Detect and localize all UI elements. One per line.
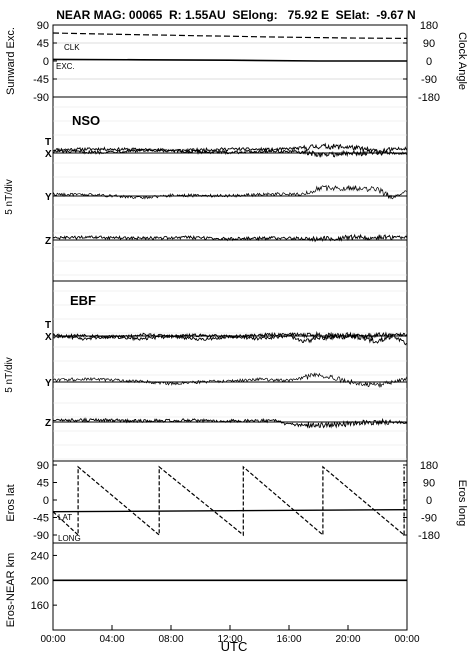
figure-title: NEAR MAG: 00065 R: 1.55AU SElong: 75.92 … [56, 8, 415, 22]
eros-long-axis-label: Eros long [456, 480, 468, 526]
exc-series-label: EXC. [56, 62, 75, 71]
clock-angle-tick-label: 90 [423, 38, 435, 50]
distance-tick-label: 240 [31, 550, 49, 562]
panel-eros-near-distance: 240 200 160 Eros-NEAR km [5, 542, 408, 631]
x-tick-label: 00:00 [40, 634, 65, 645]
long-series-line [52, 465, 405, 537]
panel-frame [52, 280, 408, 462]
x-tick-label: 00:00 [394, 634, 419, 645]
lat-series-label: LAT [58, 513, 72, 522]
clock-angle-tick-label: -90 [421, 74, 437, 86]
eros-lat-axis-label: Eros lat [5, 484, 17, 521]
nso-z-label: Z [45, 236, 51, 247]
sunward-exc-tick-label: 90 [37, 20, 49, 32]
panel-nso: TX Y Z NSO 5 nT/div [4, 96, 408, 282]
nso-z-trace [52, 233, 408, 243]
panel-sunward-clock: 90 45 0 -45 -90 180 90 0 -90 -180 CLK EXC. Sunwa… [5, 20, 468, 104]
sunward-exc-tick-label: 45 [37, 38, 49, 50]
eros-lat-tick-label: -90 [33, 530, 49, 542]
nso-t-trace [52, 142, 408, 155]
panel-ebf: TX Y Z EBF 5 nT/div [4, 280, 408, 462]
x-tick-label: 16:00 [276, 634, 301, 645]
distance-tick-label: 200 [31, 575, 49, 587]
panel-eros-position: 90 45 0 -45 -90 180 90 0 -90 -180 LAT LONG Eros … [5, 460, 468, 544]
clk-series-line [52, 32, 408, 39]
nso-x-label: X [45, 149, 52, 160]
eros-near-axis-label: Eros-NEAR km [5, 553, 17, 628]
x-tick-label: 08:00 [158, 634, 183, 645]
nso-t-label: T [45, 137, 51, 148]
nso-y-trace [52, 184, 408, 200]
clock-angle-axis-label: Clock Angle [456, 32, 468, 90]
long-series-label: LONG [58, 534, 81, 543]
clock-angle-tick-label: 0 [426, 56, 432, 68]
nso-ylabel: 5 nT/div [4, 179, 15, 215]
x-axis-label: UTC [221, 639, 248, 654]
lat-series-line [52, 509, 408, 513]
ebf-y-trace [52, 372, 408, 389]
nso-y-label: Y [45, 192, 52, 203]
ebf-ylabel: 5 nT/div [4, 357, 15, 393]
panel-frame [52, 96, 408, 282]
ebf-t-label: T [45, 320, 51, 331]
eros-long-tick-label: 0 [426, 495, 432, 507]
eros-long-tick-label: -90 [421, 513, 437, 525]
ebf-x-trace [52, 331, 408, 346]
ebf-y-label: Y [45, 378, 52, 389]
eros-lat-tick-label: 45 [37, 478, 49, 490]
clock-angle-tick-label: 180 [420, 20, 438, 32]
distance-tick-label: 160 [31, 600, 49, 612]
eros-lat-tick-label: -45 [33, 513, 49, 525]
sunward-exc-tick-label: -45 [33, 74, 49, 86]
sunward-exc-axis-label: Sunward Exc. [5, 27, 17, 95]
clk-series-label: CLK [64, 43, 80, 52]
eros-long-tick-label: 90 [423, 478, 435, 490]
x-axis: 00:00 04:00 08:00 12:00 16:00 20:00 00:00 [40, 625, 420, 645]
eros-long-tick-label: -180 [418, 530, 440, 542]
ebf-x-label: X [45, 332, 52, 343]
ebf-z-label: Z [45, 418, 51, 429]
x-tick-label: 12:00 [217, 634, 242, 645]
x-tick-label: 20:00 [335, 634, 360, 645]
nso-x-trace [52, 148, 408, 158]
ebf-z-trace [52, 417, 408, 429]
eros-lat-tick-label: 0 [43, 495, 49, 507]
panel-frame [52, 460, 408, 544]
x-tick-label: 04:00 [99, 634, 124, 645]
ebf-panel-label: EBF [70, 293, 96, 308]
sunward-exc-tick-label: -90 [33, 92, 49, 104]
eros-lat-tick-label: 90 [37, 460, 49, 472]
exc-series-line [52, 58, 407, 62]
eros-long-tick-label: 180 [420, 460, 438, 472]
panel-frame [52, 542, 408, 631]
nso-panel-label: NSO [72, 113, 100, 128]
clock-angle-tick-label: -180 [418, 92, 440, 104]
sunward-exc-tick-label: 0 [43, 56, 49, 68]
